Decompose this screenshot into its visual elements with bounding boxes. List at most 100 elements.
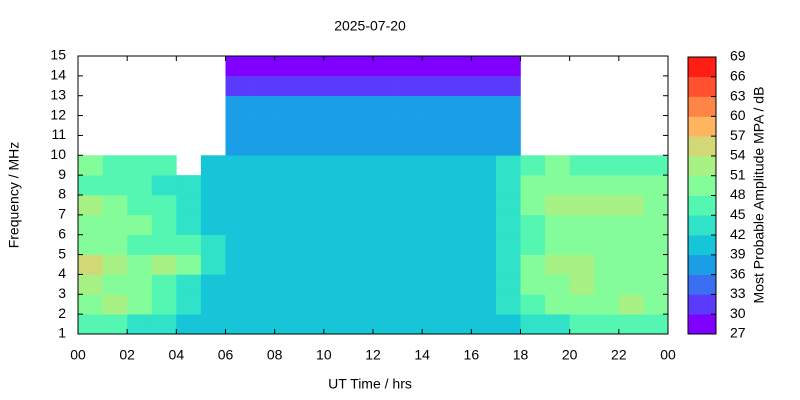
- colorbar-label: Most Probable Amplitude MPA / dB: [751, 87, 767, 304]
- heat-cell: [274, 195, 300, 216]
- heat-cell: [446, 135, 472, 156]
- heat-cell: [225, 214, 251, 236]
- heat-cell: [299, 195, 325, 216]
- heat-cell: [594, 274, 620, 295]
- y-tick-label: 13: [50, 86, 66, 102]
- heat-cell: [446, 56, 472, 77]
- heat-cell: [569, 155, 595, 176]
- heat-cell: [569, 254, 595, 275]
- heat-cell: [471, 75, 497, 97]
- heat-cell: [397, 314, 423, 335]
- heat-cell: [348, 294, 374, 315]
- heat-cell: [102, 254, 128, 275]
- heat-cell: [250, 254, 275, 275]
- heat-cell: [250, 274, 275, 295]
- heat-cell: [422, 95, 448, 116]
- heat-cell: [176, 294, 202, 315]
- colorbar-tick-label: 54: [730, 147, 746, 163]
- colorbar-segment: [688, 254, 716, 275]
- heat-cell: [127, 155, 153, 176]
- heat-cell: [299, 115, 325, 136]
- x-axis-label: UT Time / hrs: [328, 376, 412, 392]
- heat-cell: [250, 314, 275, 335]
- heat-cell: [348, 115, 374, 136]
- x-tick-label: 00: [70, 347, 86, 363]
- heat-cell: [594, 234, 620, 255]
- heat-cell: [397, 175, 423, 196]
- heat-cell: [446, 314, 472, 335]
- x-tick-label: 22: [611, 347, 627, 363]
- heat-cell: [274, 234, 300, 255]
- heat-cell: [569, 234, 595, 255]
- heat-cell: [373, 314, 398, 335]
- colorbar-tick-label: 36: [730, 265, 746, 281]
- heat-cell: [323, 254, 349, 275]
- heat-cell: [643, 214, 669, 236]
- chart-title: 2025-07-20: [334, 18, 406, 34]
- heat-cell: [520, 254, 546, 275]
- heat-cell: [520, 195, 546, 216]
- colorbar-segment: [688, 155, 716, 177]
- colorbar-segment: [688, 314, 716, 335]
- heat-cell: [643, 274, 669, 295]
- heat-cell: [176, 195, 202, 216]
- heat-cell: [373, 56, 398, 77]
- heat-cell: [299, 175, 325, 196]
- heat-cell: [348, 155, 374, 176]
- heat-cell: [176, 314, 202, 335]
- x-tick-label: 00: [660, 347, 676, 363]
- heat-cell: [348, 234, 374, 255]
- heat-cell: [422, 56, 448, 77]
- heat-cell: [250, 234, 275, 255]
- heat-cell: [323, 234, 349, 255]
- heat-cell: [250, 214, 275, 236]
- y-axis-label: Frequency / MHz: [6, 142, 22, 249]
- heat-cell: [274, 115, 300, 136]
- heat-cell: [323, 75, 349, 97]
- heat-cell: [274, 75, 300, 97]
- heat-cell: [520, 234, 546, 255]
- heat-cell: [200, 195, 226, 216]
- colorbar-segment: [688, 195, 716, 216]
- heat-cell: [643, 314, 669, 335]
- heat-cell: [78, 195, 103, 216]
- heat-cell: [446, 294, 472, 315]
- colorbar-segment: [688, 294, 716, 315]
- x-tick-label: 06: [218, 347, 234, 363]
- colorbar-tick-label: 42: [730, 226, 746, 242]
- heat-cell: [495, 175, 521, 196]
- heat-cell: [176, 254, 202, 275]
- heat-cell: [348, 175, 374, 196]
- colorbar-segment: [688, 136, 716, 157]
- heat-cell: [274, 254, 300, 275]
- heat-cell: [225, 254, 251, 275]
- colorbar-tick-label: 60: [730, 107, 746, 123]
- heat-cell: [373, 135, 398, 156]
- heat-cell: [323, 274, 349, 295]
- heat-cell: [594, 214, 620, 236]
- heat-cell: [495, 294, 521, 315]
- heat-cell: [422, 155, 448, 176]
- heat-cell: [495, 274, 521, 295]
- heat-cell: [618, 274, 644, 295]
- heat-cell: [643, 234, 669, 255]
- heat-cell: [225, 294, 251, 315]
- heat-cell: [200, 254, 226, 275]
- heat-cell: [250, 135, 275, 156]
- heat-cell: [422, 274, 448, 295]
- heat-cell: [274, 294, 300, 315]
- heat-cell: [397, 274, 423, 295]
- heat-cell: [446, 214, 472, 236]
- y-tick-label: 6: [58, 225, 66, 241]
- heat-cell: [495, 214, 521, 236]
- heat-cell: [397, 254, 423, 275]
- colorbar-segment: [688, 235, 716, 256]
- heat-cell: [643, 195, 669, 216]
- heat-cell: [348, 195, 374, 216]
- heat-cell: [446, 254, 472, 275]
- heat-cell: [274, 95, 300, 116]
- heat-cell: [299, 314, 325, 335]
- heat-cell: [373, 95, 398, 116]
- heat-cell: [618, 155, 644, 176]
- colorbar-segment: [688, 274, 716, 295]
